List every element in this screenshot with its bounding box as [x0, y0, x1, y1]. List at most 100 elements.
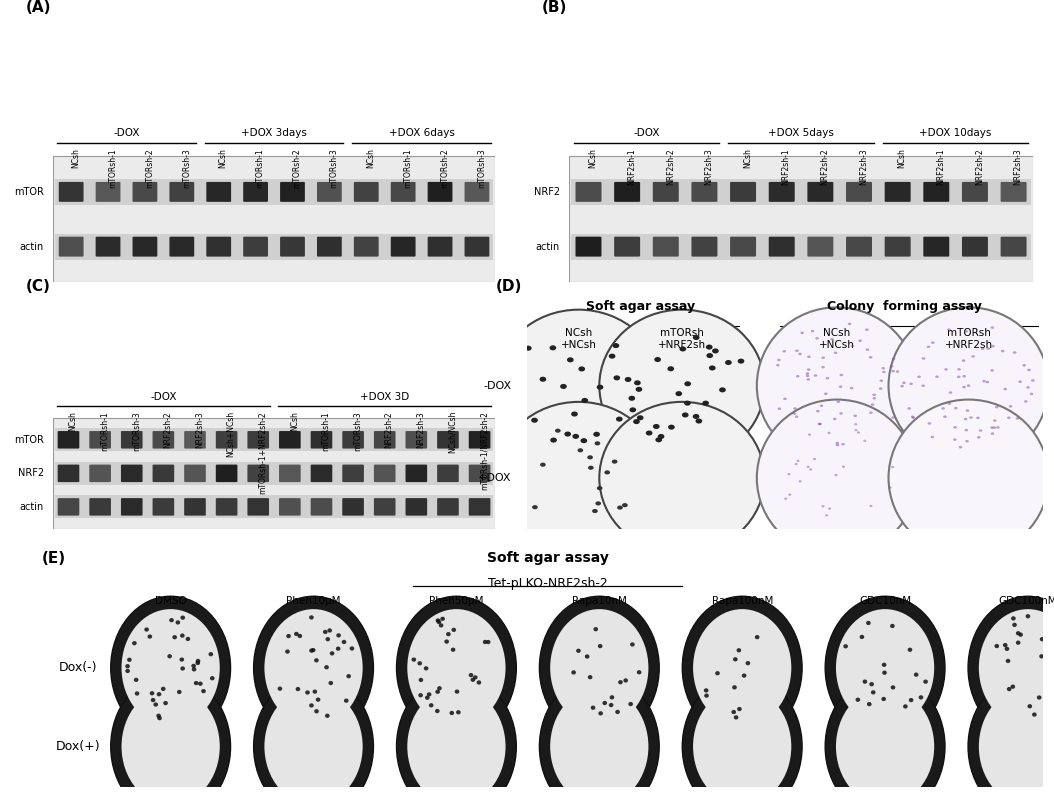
Ellipse shape — [806, 466, 809, 468]
Ellipse shape — [135, 692, 139, 696]
Ellipse shape — [807, 368, 811, 370]
Ellipse shape — [424, 666, 428, 670]
Ellipse shape — [857, 432, 860, 433]
Ellipse shape — [540, 377, 546, 382]
Ellipse shape — [863, 440, 866, 442]
Ellipse shape — [456, 710, 461, 715]
FancyBboxPatch shape — [962, 237, 988, 257]
Text: NRF2sh-2: NRF2sh-2 — [385, 411, 394, 448]
Text: mTORsh-3: mTORsh-3 — [476, 149, 486, 188]
Ellipse shape — [125, 664, 130, 669]
Ellipse shape — [964, 429, 969, 432]
Ellipse shape — [294, 632, 298, 636]
Ellipse shape — [121, 688, 220, 795]
Text: NRF2sh-3: NRF2sh-3 — [195, 411, 204, 448]
Ellipse shape — [706, 344, 713, 350]
Ellipse shape — [954, 407, 958, 409]
Ellipse shape — [277, 687, 282, 691]
Ellipse shape — [755, 635, 760, 639]
Ellipse shape — [737, 707, 742, 712]
Ellipse shape — [451, 628, 456, 632]
FancyBboxPatch shape — [170, 182, 194, 202]
Text: NCsh: NCsh — [72, 149, 80, 169]
Ellipse shape — [1031, 379, 1035, 382]
Text: NCsh: NCsh — [219, 149, 228, 169]
Ellipse shape — [347, 674, 351, 678]
Ellipse shape — [943, 416, 946, 418]
Text: NRF2sh-1: NRF2sh-1 — [936, 149, 945, 185]
Ellipse shape — [531, 417, 538, 423]
Ellipse shape — [625, 377, 631, 382]
Ellipse shape — [881, 697, 886, 701]
Ellipse shape — [1026, 614, 1030, 619]
Ellipse shape — [429, 703, 433, 708]
Ellipse shape — [834, 351, 838, 354]
Ellipse shape — [418, 693, 423, 697]
Ellipse shape — [965, 440, 969, 443]
Ellipse shape — [636, 387, 642, 392]
Ellipse shape — [882, 663, 886, 667]
Ellipse shape — [836, 609, 934, 727]
Ellipse shape — [451, 648, 455, 652]
Ellipse shape — [892, 417, 895, 419]
Ellipse shape — [311, 648, 315, 652]
Text: Rapa10nM: Rapa10nM — [572, 596, 627, 607]
FancyBboxPatch shape — [354, 237, 378, 257]
FancyBboxPatch shape — [90, 498, 111, 516]
Ellipse shape — [593, 627, 598, 631]
Ellipse shape — [991, 326, 994, 329]
Text: -DOX: -DOX — [113, 128, 140, 138]
Ellipse shape — [795, 416, 799, 418]
Ellipse shape — [777, 359, 781, 361]
Ellipse shape — [692, 335, 700, 340]
Text: NRF2sh-1: NRF2sh-1 — [627, 149, 637, 185]
Ellipse shape — [799, 480, 802, 483]
Ellipse shape — [148, 634, 152, 638]
Ellipse shape — [1037, 696, 1041, 700]
FancyBboxPatch shape — [614, 237, 640, 257]
Ellipse shape — [590, 706, 596, 710]
Ellipse shape — [121, 609, 220, 727]
Ellipse shape — [396, 596, 516, 739]
Ellipse shape — [330, 651, 334, 656]
Ellipse shape — [957, 375, 960, 378]
Ellipse shape — [968, 675, 1054, 795]
Ellipse shape — [635, 380, 641, 386]
Ellipse shape — [588, 466, 593, 470]
Ellipse shape — [1003, 643, 1008, 647]
Ellipse shape — [309, 615, 314, 619]
FancyBboxPatch shape — [90, 464, 111, 482]
Ellipse shape — [825, 675, 945, 795]
Ellipse shape — [839, 386, 842, 388]
Ellipse shape — [496, 402, 661, 554]
Ellipse shape — [868, 356, 873, 359]
Ellipse shape — [637, 415, 644, 421]
Text: NRF2sh-1: NRF2sh-1 — [782, 149, 790, 185]
Ellipse shape — [325, 665, 329, 669]
FancyBboxPatch shape — [58, 431, 79, 448]
Ellipse shape — [854, 423, 857, 425]
Ellipse shape — [855, 429, 858, 431]
Ellipse shape — [879, 379, 883, 382]
Ellipse shape — [835, 474, 838, 476]
Ellipse shape — [1032, 712, 1037, 717]
Ellipse shape — [195, 661, 200, 665]
Ellipse shape — [824, 393, 827, 395]
Ellipse shape — [192, 667, 196, 672]
Ellipse shape — [836, 442, 839, 444]
Ellipse shape — [540, 463, 546, 467]
Text: NRF2sh-2: NRF2sh-2 — [666, 149, 675, 185]
Ellipse shape — [532, 505, 538, 510]
Text: NRF2sh-2: NRF2sh-2 — [820, 149, 829, 185]
FancyBboxPatch shape — [652, 182, 679, 202]
FancyBboxPatch shape — [121, 464, 142, 482]
Ellipse shape — [694, 609, 792, 727]
Ellipse shape — [836, 688, 934, 795]
Ellipse shape — [297, 634, 302, 638]
Text: mTORsh-1/NRF2sh-2: mTORsh-1/NRF2sh-2 — [480, 411, 489, 490]
FancyBboxPatch shape — [465, 182, 489, 202]
Ellipse shape — [656, 437, 662, 442]
FancyBboxPatch shape — [279, 431, 300, 448]
Text: NRF2sh-3: NRF2sh-3 — [1014, 149, 1022, 185]
Ellipse shape — [716, 671, 720, 676]
